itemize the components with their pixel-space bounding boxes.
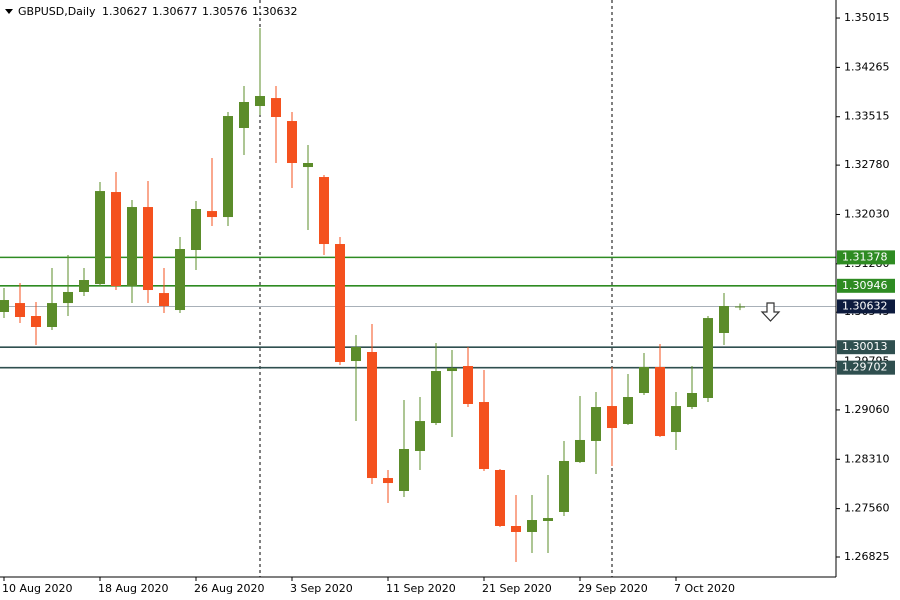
x-tick-label: 11 Sep 2020	[386, 582, 456, 595]
x-tick-label: 18 Aug 2020	[98, 582, 168, 595]
candle-body	[303, 163, 313, 168]
candle-body	[607, 406, 617, 429]
x-tick-label: 26 Aug 2020	[194, 582, 264, 595]
level-label-box	[837, 340, 895, 355]
y-tick-label: 1.28310	[844, 452, 890, 465]
candle-body	[95, 191, 105, 285]
candle-body	[399, 449, 409, 491]
levels	[0, 256, 836, 369]
candle-body	[271, 98, 281, 118]
level-label: 1.30632	[842, 299, 888, 312]
candle-body	[543, 518, 553, 521]
candle-body	[479, 402, 489, 470]
y-tick-label: 1.29060	[844, 403, 890, 416]
level-label-box	[837, 360, 895, 375]
bar-high: 1.30677	[152, 5, 198, 18]
candle-body	[671, 406, 681, 433]
axis: 1.350151.342651.335151.327801.320301.312…	[2, 11, 895, 595]
candle-body	[367, 352, 377, 479]
level-label-box	[837, 250, 895, 265]
level-label-box	[837, 299, 895, 314]
candle-body	[15, 303, 25, 317]
candle-body	[719, 306, 729, 333]
candle-body	[79, 280, 89, 292]
sell-arrow-icon	[760, 302, 781, 322]
candle-body	[239, 102, 249, 128]
candle-body	[223, 116, 233, 218]
symbol-label: GBPUSD,Daily	[18, 5, 96, 18]
candle-body	[575, 439, 585, 463]
header: GBPUSD,Daily 1.30627 1.30677 1.30576 1.3…	[5, 5, 298, 18]
candle-body	[159, 293, 169, 307]
candle-body	[559, 460, 569, 512]
candle-body	[255, 96, 265, 107]
level-label: 1.30946	[842, 279, 888, 292]
level-label: 1.31378	[842, 250, 888, 263]
candle-body	[191, 209, 201, 251]
y-tick-label: 1.32780	[844, 158, 890, 171]
candle-body	[0, 300, 9, 312]
bar-close: 1.30632	[252, 5, 298, 18]
candle-body	[111, 192, 121, 286]
candle-body	[175, 249, 185, 311]
y-tick-label: 1.35015	[844, 11, 890, 24]
candle-body	[287, 121, 297, 164]
candle-body	[127, 207, 137, 286]
x-tick-label: 10 Aug 2020	[2, 582, 72, 595]
candle-body	[207, 211, 217, 218]
candle-body	[703, 318, 713, 399]
candle-body	[735, 306, 745, 308]
candle-body	[623, 397, 633, 424]
candle-body	[351, 347, 361, 362]
level-label-box	[837, 278, 895, 293]
y-tick-label: 1.27560	[844, 502, 890, 515]
candle-body	[335, 244, 345, 363]
x-tick-label: 7 Oct 2020	[674, 582, 735, 595]
candle-body	[415, 421, 425, 451]
candle-body	[31, 316, 41, 327]
level-label: 1.29702	[842, 361, 888, 374]
candle-body	[383, 478, 393, 484]
candle-body	[319, 177, 329, 245]
bar-low: 1.30576	[202, 5, 248, 18]
y-tick-label: 1.32030	[844, 207, 890, 220]
candle-body	[511, 525, 521, 532]
y-tick-label: 1.34265	[844, 60, 890, 73]
candle-body	[431, 371, 441, 424]
x-tick-label: 21 Sep 2020	[482, 582, 552, 595]
x-tick-label: 3 Sep 2020	[290, 582, 353, 595]
candle-body	[591, 407, 601, 441]
candle-body	[47, 303, 57, 327]
candle-body	[495, 469, 505, 526]
candle-body	[143, 207, 153, 291]
level-label: 1.30013	[842, 340, 888, 353]
y-tick-label: 1.33515	[844, 110, 890, 123]
candles	[0, 28, 745, 562]
candle-body	[463, 366, 473, 404]
candle-body	[639, 367, 649, 394]
candle-body	[447, 367, 457, 372]
x-tick-label: 29 Sep 2020	[578, 582, 648, 595]
candle-body	[687, 393, 697, 408]
header-menu-icon	[5, 9, 13, 14]
candle-body	[655, 367, 665, 437]
bar-open: 1.30627	[102, 5, 148, 18]
candle-body	[63, 291, 73, 304]
y-tick-label: 1.26825	[844, 550, 890, 563]
candle-body	[527, 520, 537, 532]
